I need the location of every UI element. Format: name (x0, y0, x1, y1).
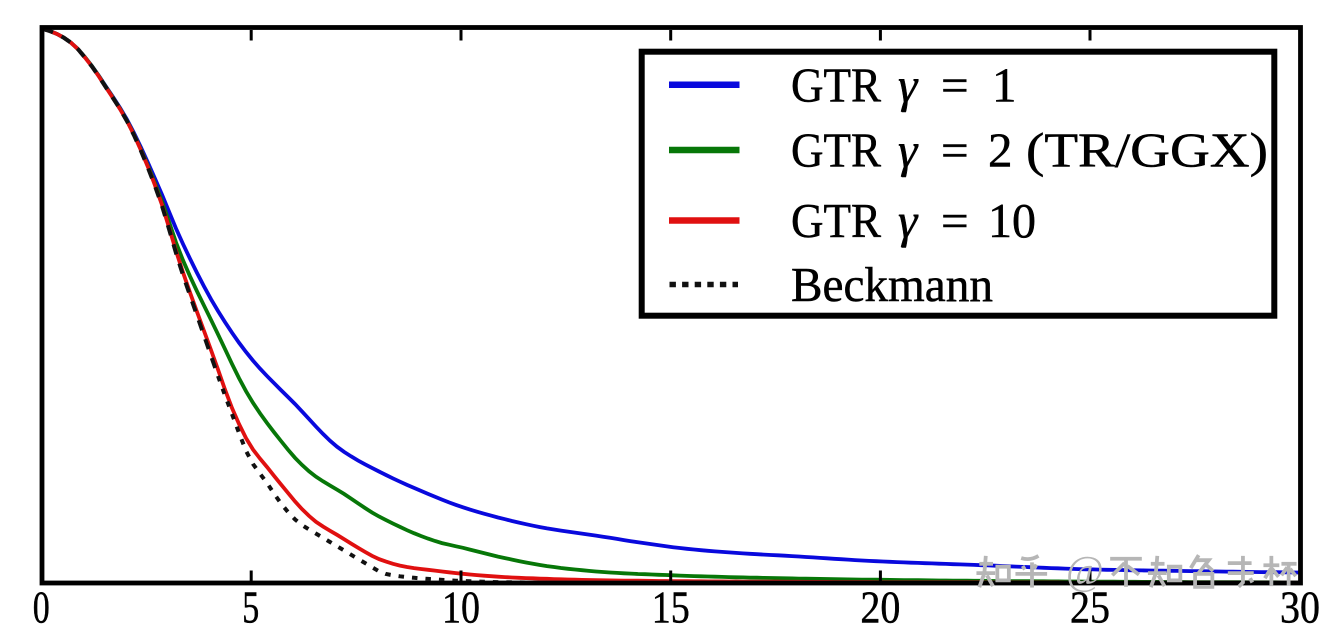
svg-text:Beckmann: Beckmann (791, 257, 993, 312)
svg-text:25: 25 (1070, 582, 1110, 631)
svg-text:10: 10 (442, 582, 480, 631)
svg-text:30: 30 (1280, 582, 1320, 631)
svg-text:5: 5 (242, 582, 259, 631)
svg-text:0: 0 (33, 582, 50, 631)
svg-text:@: @ (1066, 547, 1104, 593)
svg-text:15: 15 (652, 582, 690, 631)
svg-text:20: 20 (860, 582, 900, 631)
